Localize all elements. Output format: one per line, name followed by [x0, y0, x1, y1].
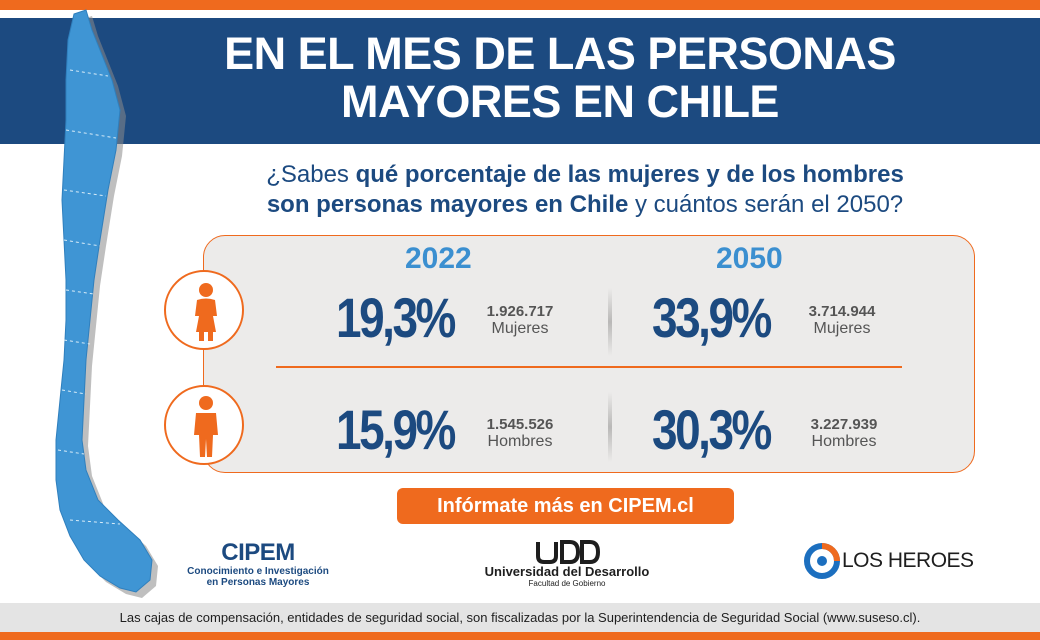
men-2050-percentage: 30,3% — [652, 398, 772, 461]
cipem-logo-subtitle-2: en Personas Mayores — [206, 577, 310, 588]
men-2050-label: Hombres — [811, 433, 877, 450]
los-heroes-logo[interactable]: LOS HEROES — [804, 543, 994, 579]
year-2050-heading: 2050 — [716, 242, 783, 275]
chile-map-regions — [57, 69, 121, 525]
title-line-2: MAYORES EN CHILE — [341, 76, 779, 127]
chile-map — [55, 9, 158, 598]
men-2022-percentage: 15,9% — [336, 398, 456, 461]
question-text: ¿Sabes qué porcentaje de las mujeres y d… — [190, 160, 980, 220]
udd-logo[interactable]: Universidad del Desarrollo Facultad de G… — [472, 540, 662, 589]
chile-map-body — [55, 9, 153, 593]
bottom-stripe — [0, 632, 1040, 640]
cipem-logo[interactable]: CIPEM Conocimiento e Investigación en Pe… — [183, 539, 333, 589]
question-part-2: y cuántos serán el 2050? — [628, 191, 904, 218]
los-heroes-logo-name: LOS HEROES — [842, 549, 974, 572]
cipem-logo-subtitle-1: Conocimiento e Investigación — [187, 566, 329, 577]
question-bold-1: qué porcentaje de las mujeres y de los h… — [355, 161, 904, 188]
women-2050-label: Mujeres — [813, 320, 871, 337]
title-banner — [0, 18, 1040, 144]
men-2022-count: 1.545.526 — [486, 416, 554, 433]
women-2022-percentage: 19,3% — [336, 286, 456, 349]
cipem-logo-name: CIPEM — [221, 539, 295, 566]
men-icon-circle — [164, 385, 244, 465]
udd-logo-icon — [536, 540, 601, 564]
footer-bar: Las cajas de compensación, entidades de … — [0, 603, 1040, 632]
women-2022-label: Mujeres — [491, 320, 549, 337]
cipem-info-button[interactable]: Infórmate más en CIPEM.cl — [397, 488, 734, 524]
question-part-1: ¿Sabes — [266, 161, 356, 188]
women-icon-circle — [164, 270, 244, 350]
stats-panel — [203, 235, 975, 473]
udd-logo-subtitle: Facultad de Gobierno — [528, 579, 606, 588]
women-2050-count: 3.714.944 — [808, 303, 876, 320]
udd-logo-name: Universidad del Desarrollo — [484, 564, 650, 579]
woman-icon — [195, 283, 217, 341]
page-title: EN EL MES DE LAS PERSONAS MAYORES EN CHI… — [110, 30, 1010, 126]
man-icon — [194, 396, 218, 457]
women-2050-percentage: 33,9% — [652, 286, 772, 349]
top-stripe — [0, 0, 1040, 10]
title-line-1: EN EL MES DE LAS PERSONAS — [224, 28, 896, 79]
los-heroes-logo-icon — [804, 543, 840, 579]
column-divider-top — [608, 288, 612, 356]
women-2022-count: 1.926.717 — [486, 303, 554, 320]
column-divider-bottom — [608, 392, 612, 462]
footer-disclaimer: Las cajas de compensación, entidades de … — [119, 610, 921, 625]
men-2022-label: Hombres — [487, 433, 553, 450]
question-bold-2: son personas mayores en Chile — [266, 191, 629, 218]
men-2050-count: 3.227.939 — [810, 416, 878, 433]
row-divider — [276, 366, 902, 368]
year-2022-heading: 2022 — [405, 242, 472, 275]
